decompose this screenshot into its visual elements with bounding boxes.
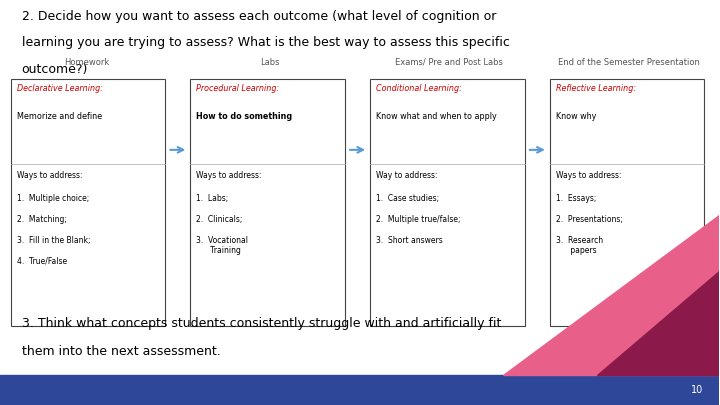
Text: Know why: Know why xyxy=(556,112,596,121)
Bar xyxy=(0,375,719,405)
Text: 10: 10 xyxy=(690,385,703,395)
Text: 1.  Essays;: 1. Essays; xyxy=(556,194,596,202)
Text: Know what and when to apply: Know what and when to apply xyxy=(376,112,497,121)
FancyBboxPatch shape xyxy=(11,79,166,326)
Text: Ways to address:: Ways to address: xyxy=(556,171,621,180)
Polygon shape xyxy=(503,215,719,375)
Text: outcome?): outcome?) xyxy=(22,63,88,76)
Text: Reflective Learning:: Reflective Learning: xyxy=(556,84,636,93)
Text: 1.  Case studies;: 1. Case studies; xyxy=(376,194,439,202)
Text: 2.  Presentations;: 2. Presentations; xyxy=(556,215,623,224)
Text: learning you are trying to assess? What is the best way to assess this specific: learning you are trying to assess? What … xyxy=(22,36,510,49)
Text: 2.  Matching;: 2. Matching; xyxy=(17,215,66,224)
Text: 1.  Multiple choice;: 1. Multiple choice; xyxy=(17,194,89,202)
FancyBboxPatch shape xyxy=(370,79,525,326)
Text: 3.  Fill in the Blank;: 3. Fill in the Blank; xyxy=(17,236,90,245)
Polygon shape xyxy=(597,271,719,375)
Text: Way to address:: Way to address: xyxy=(376,171,438,180)
Text: Memorize and define: Memorize and define xyxy=(17,112,102,121)
Text: 2.  Clinicals;: 2. Clinicals; xyxy=(197,215,243,224)
Text: Exams/ Pre and Post Labs: Exams/ Pre and Post Labs xyxy=(395,58,503,67)
Text: 2.  Multiple true/false;: 2. Multiple true/false; xyxy=(376,215,460,224)
Text: Homework: Homework xyxy=(63,58,109,67)
Text: Procedural Learning:: Procedural Learning: xyxy=(197,84,279,93)
Text: 3.  Research
      papers: 3. Research papers xyxy=(556,236,603,255)
Text: 3.  Short answers: 3. Short answers xyxy=(376,236,443,245)
Text: 3. Think what concepts students consistently struggle with and artificially fit: 3. Think what concepts students consiste… xyxy=(22,317,501,330)
Text: 2. Decide how you want to assess each outcome (what level of cognition or: 2. Decide how you want to assess each ou… xyxy=(22,10,496,23)
Text: them into the next assessment.: them into the next assessment. xyxy=(22,345,220,358)
Text: Conditional Learning:: Conditional Learning: xyxy=(376,84,462,93)
Text: End of the Semester Presentation: End of the Semester Presentation xyxy=(558,58,700,67)
Text: Declarative Learning:: Declarative Learning: xyxy=(17,84,102,93)
FancyBboxPatch shape xyxy=(191,79,345,326)
Text: 1.  Labs;: 1. Labs; xyxy=(197,194,228,202)
Text: 4.  True/False: 4. True/False xyxy=(17,257,67,266)
Text: Ways to address:: Ways to address: xyxy=(197,171,262,180)
Text: Labs: Labs xyxy=(260,58,279,67)
Text: How to do something: How to do something xyxy=(197,112,292,121)
FancyBboxPatch shape xyxy=(550,79,704,326)
Text: 3.  Vocational
      Training: 3. Vocational Training xyxy=(197,236,248,255)
Text: Ways to address:: Ways to address: xyxy=(17,171,82,180)
